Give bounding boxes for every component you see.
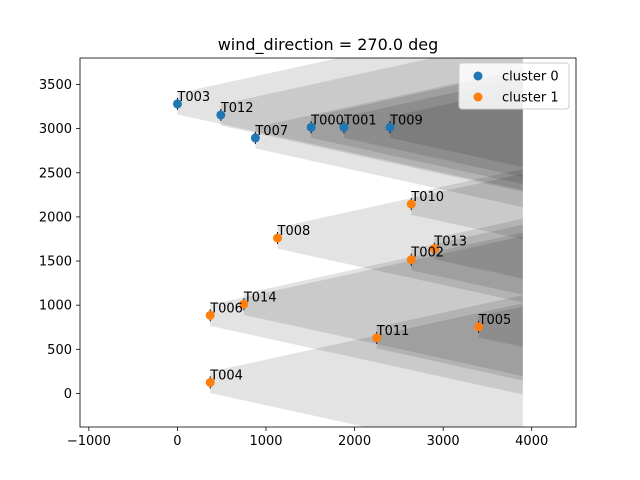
label-T007: T007 [254, 124, 288, 139]
y-tick-label: 3000 [39, 122, 72, 137]
label-T010: T010 [410, 190, 444, 205]
y-tick-label: 1000 [39, 299, 72, 314]
legend-marker [473, 92, 483, 102]
wake-T005 [478, 306, 523, 348]
label-T012: T012 [220, 101, 254, 116]
label-T001: T001 [343, 113, 377, 128]
wake-T014 [243, 232, 523, 377]
wake-T008 [277, 173, 523, 303]
y-tick-label: 500 [47, 343, 72, 358]
point-T008 [273, 233, 283, 243]
wake-T003 [177, 58, 523, 191]
wake-T011 [376, 295, 523, 381]
wake-T002 [411, 224, 523, 295]
y-tick-label: 3500 [39, 78, 72, 93]
point-T012 [216, 110, 226, 120]
point-T014 [239, 299, 249, 309]
point-T013 [429, 244, 439, 254]
y-tick-label: 2500 [39, 166, 72, 181]
label-T006: T006 [209, 301, 243, 316]
x-tick-label: 3000 [427, 434, 460, 449]
label-T008: T008 [277, 224, 311, 239]
wake-T012 [220, 58, 523, 192]
point-T007 [250, 133, 260, 143]
label-T000: T000 [310, 113, 344, 128]
legend-label: cluster 0 [502, 70, 559, 85]
x-tick-label: −1000 [67, 434, 111, 449]
legend: cluster 0 cluster 1 [458, 62, 570, 110]
x-tick-label: 0 [173, 434, 181, 449]
label-T002: T002 [410, 246, 444, 261]
axes: −1000 0 1000 2000 3000 4000 0 500 1000 1500 2000 25… [39, 78, 548, 449]
turbine-points [172, 99, 484, 387]
label-T004: T004 [209, 368, 243, 383]
label-T003: T003 [176, 90, 210, 105]
point-T005 [474, 322, 484, 332]
wake-T013 [434, 218, 523, 279]
x-tick-label: 1000 [249, 434, 282, 449]
label-T011: T011 [376, 324, 410, 339]
point-T011 [372, 333, 382, 343]
point-T004 [205, 377, 215, 387]
point-T003 [172, 99, 182, 109]
y-tick-label: 0 [64, 387, 72, 402]
y-tick-label: 2000 [39, 210, 72, 225]
wake-T010 [411, 169, 523, 240]
legend-marker [473, 71, 483, 81]
wake-T006 [210, 236, 523, 395]
label-T014: T014 [243, 290, 277, 305]
point-T006 [205, 310, 215, 320]
point-T000 [306, 122, 316, 132]
point-T010 [406, 199, 416, 209]
x-tick-label: 4000 [515, 434, 548, 449]
point-T009 [385, 122, 395, 132]
x-tick-label: 2000 [338, 434, 371, 449]
point-T001 [339, 122, 349, 132]
label-T013: T013 [433, 235, 467, 250]
wake-T004 [210, 303, 523, 427]
label-T009: T009 [389, 113, 423, 128]
legend-label: cluster 1 [502, 91, 559, 106]
wake-T007 [255, 68, 523, 208]
chart-title: wind_direction = 270.0 deg [218, 35, 439, 55]
y-tick-label: 1500 [39, 255, 72, 270]
label-T005: T005 [478, 313, 512, 328]
legend-box [458, 62, 570, 110]
plot-frame [79, 57, 577, 428]
point-T002 [406, 255, 416, 265]
